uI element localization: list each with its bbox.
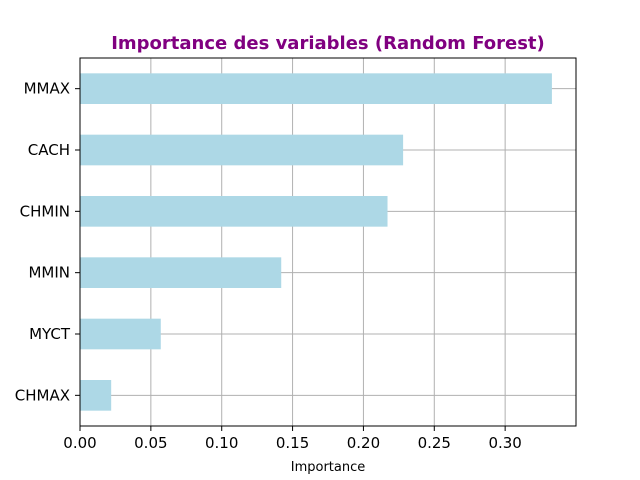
bar-chmin [80, 196, 388, 227]
bar-mmax [80, 73, 552, 104]
bar-cach [80, 134, 404, 166]
x-tick-label: 0.30 [488, 434, 521, 452]
y-tick-label: CHMIN [20, 202, 70, 220]
x-tick-label: 0.00 [63, 434, 96, 452]
x-tick-label: 0.10 [205, 434, 238, 452]
grid-lines [79, 58, 576, 426]
bar-chmax [80, 380, 112, 411]
x-tick-label: 0.15 [276, 434, 309, 452]
y-tick-label: MMAX [24, 80, 70, 98]
x-tick-label: 0.20 [347, 434, 380, 452]
y-tick-label: CACH [28, 141, 70, 159]
x-tick-label: 0.05 [134, 434, 167, 452]
y-tick-label: MYCT [29, 325, 71, 343]
y-axis-ticks: MMAX CACH CHMIN MMIN MYCT CHMAX [15, 80, 80, 404]
bar-mmin [80, 257, 282, 288]
x-tick-label: 0.25 [418, 434, 451, 452]
plot-frame [79, 57, 577, 427]
bar-myct [80, 318, 161, 350]
x-axis-ticks: 0.00 0.05 0.10 0.15 0.20 0.25 0.30 [63, 426, 522, 452]
bars [80, 73, 552, 411]
y-tick-label: MMIN [28, 264, 70, 282]
chart-title: Importance des variables (Random Forest) [111, 33, 545, 54]
y-tick-label: CHMAX [15, 386, 70, 404]
x-axis-label: Importance [291, 460, 366, 475]
